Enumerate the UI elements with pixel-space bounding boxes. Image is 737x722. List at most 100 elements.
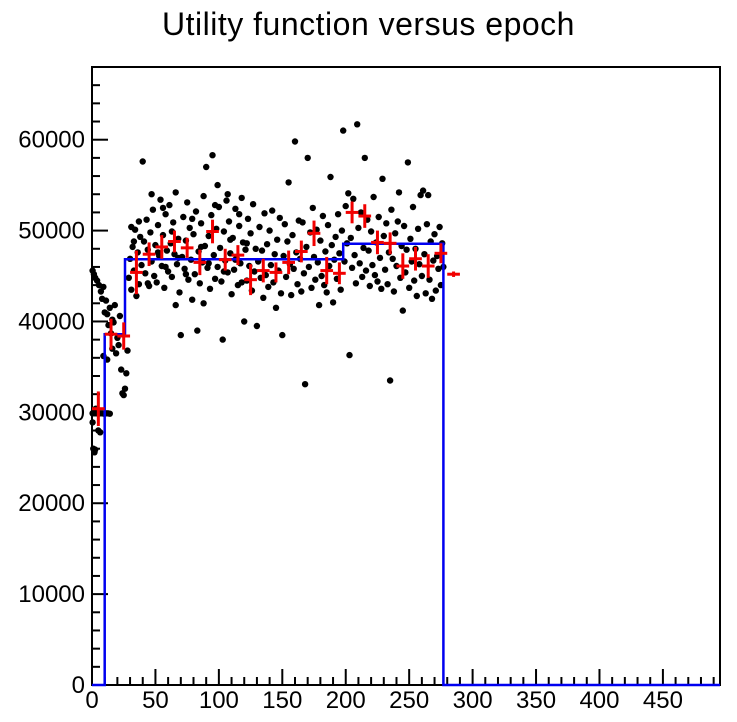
scatter-point — [265, 284, 271, 290]
scatter-point — [349, 265, 355, 271]
scatter-point — [145, 280, 151, 286]
y-tick-label: 10000 — [18, 581, 85, 608]
scatter-point — [250, 201, 256, 207]
scatter-point — [123, 370, 129, 376]
scatter-point — [104, 311, 110, 317]
scatter-point — [100, 284, 106, 290]
scatter-point — [400, 307, 406, 313]
scatter-point — [372, 272, 378, 278]
scatter-point — [306, 264, 312, 270]
scatter-point — [396, 189, 402, 195]
y-tick-label: 30000 — [18, 399, 85, 426]
scatter-point — [247, 230, 253, 236]
scatter-point — [374, 278, 380, 284]
scatter-point — [316, 302, 322, 308]
scatter-point — [381, 233, 387, 239]
scatter-point — [390, 256, 396, 262]
scatter-point — [117, 313, 123, 319]
scatter-point — [377, 255, 383, 261]
scatter-point — [363, 267, 369, 273]
scatter-point — [115, 342, 121, 348]
scatter-point — [320, 213, 326, 219]
scatter-point — [189, 297, 195, 303]
scatter-point — [174, 261, 180, 267]
scatter-point — [368, 228, 374, 234]
y-tick-label: 0 — [72, 672, 85, 699]
scatter-point — [424, 221, 430, 227]
chart-canvas: 0501001502002503003504004500100002000030… — [0, 0, 737, 722]
scatter-point — [433, 287, 439, 293]
scatter-point — [332, 234, 338, 240]
scatter-point — [155, 222, 161, 228]
scatter-point — [329, 242, 335, 248]
scatter-point — [151, 273, 157, 279]
scatter-point — [223, 197, 229, 203]
scatter-point — [203, 164, 209, 170]
scatter-point — [367, 283, 373, 289]
scatter-point — [420, 187, 426, 193]
scatter-point — [178, 332, 184, 338]
scatter-point — [264, 241, 270, 247]
scatter-point — [261, 210, 267, 216]
scatter-point — [325, 222, 331, 228]
scatter-point — [346, 352, 352, 358]
scatter-point — [107, 411, 113, 417]
scatter-point — [419, 273, 425, 279]
scatter-point — [221, 228, 227, 234]
scatter-point — [259, 247, 265, 253]
scatter-point — [343, 203, 349, 209]
x-tick-label: 200 — [326, 687, 366, 714]
plot-window: Utility function versus epoch 0501001502… — [0, 0, 737, 722]
scatter-point — [348, 235, 354, 241]
scatter-point — [299, 219, 305, 225]
scatter-point — [143, 217, 149, 223]
scatter-point — [353, 280, 359, 286]
y-tick-label: 20000 — [18, 490, 85, 517]
scatter-point — [236, 211, 242, 217]
scatter-point — [212, 276, 218, 282]
scatter-point — [301, 270, 307, 276]
axes-layer — [92, 67, 720, 685]
scatter-point — [200, 193, 206, 199]
scatter-point — [198, 244, 204, 250]
scatter-point — [282, 221, 288, 227]
plot-frame — [92, 67, 720, 685]
scatter-point — [370, 194, 376, 200]
scatter-point — [425, 192, 431, 198]
scatter-point — [354, 121, 360, 127]
scatter-point — [298, 288, 304, 294]
scatter-point — [362, 155, 368, 161]
scatter-point — [365, 247, 371, 253]
scatter-point — [217, 245, 223, 251]
scatter-point — [351, 252, 357, 258]
scatter-point — [391, 288, 397, 294]
scatter-point — [340, 127, 346, 133]
scatter-point — [198, 220, 204, 226]
scatter-point — [410, 204, 416, 210]
scatter-point — [209, 152, 215, 158]
scatter-point — [170, 219, 176, 225]
scatter-point — [294, 281, 300, 287]
scatter-point — [302, 381, 308, 387]
scatter-point — [401, 223, 407, 229]
scatter-point — [239, 279, 245, 285]
scatter-point — [113, 350, 119, 356]
scatter-point — [292, 138, 298, 144]
scatter-point — [251, 268, 257, 274]
scatter-point — [338, 287, 344, 293]
scatter-point — [359, 274, 365, 280]
scatter-point — [322, 248, 328, 254]
scatter-point — [228, 291, 234, 297]
scatter-point — [155, 249, 161, 255]
scatter-point — [162, 264, 168, 270]
scatter-point — [157, 197, 163, 203]
scatter-point — [256, 224, 262, 230]
x-tick-label: 50 — [142, 687, 169, 714]
scatter-point — [260, 295, 266, 301]
x-tick-label: 450 — [643, 687, 683, 714]
scatter-point — [206, 260, 212, 266]
scatter-point — [131, 238, 137, 244]
scatter-point — [89, 419, 95, 425]
scatter-point — [317, 237, 323, 243]
scatter-point — [148, 191, 154, 197]
